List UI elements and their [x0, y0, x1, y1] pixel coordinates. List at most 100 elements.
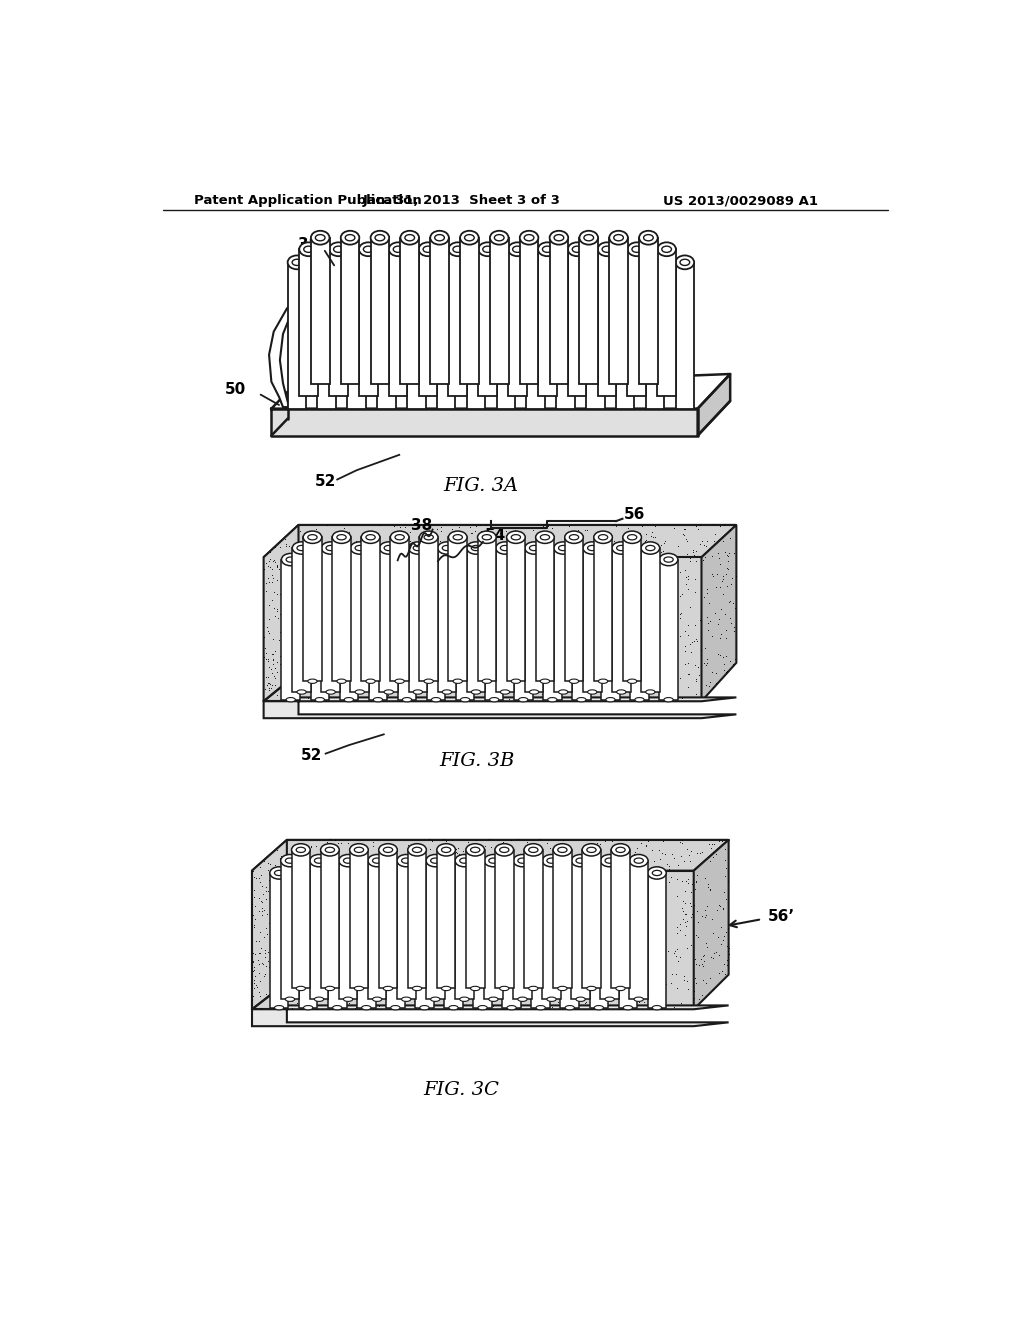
- Ellipse shape: [297, 545, 306, 550]
- Ellipse shape: [303, 1006, 313, 1010]
- Ellipse shape: [560, 867, 579, 879]
- Ellipse shape: [605, 997, 614, 1002]
- Ellipse shape: [639, 231, 657, 244]
- Ellipse shape: [467, 541, 485, 554]
- Ellipse shape: [572, 553, 591, 566]
- Bar: [531, 873, 550, 1007]
- Bar: [310, 560, 329, 700]
- Bar: [389, 249, 408, 396]
- Polygon shape: [697, 374, 730, 436]
- Ellipse shape: [554, 235, 564, 240]
- Bar: [419, 249, 437, 396]
- Text: FIG. 3B: FIG. 3B: [439, 752, 514, 771]
- Bar: [357, 873, 376, 1007]
- Ellipse shape: [420, 1006, 429, 1010]
- Ellipse shape: [339, 854, 357, 867]
- Ellipse shape: [507, 870, 516, 875]
- Ellipse shape: [315, 557, 325, 562]
- Ellipse shape: [524, 843, 543, 857]
- Bar: [543, 861, 561, 999]
- Ellipse shape: [628, 535, 637, 540]
- Ellipse shape: [326, 545, 335, 550]
- Bar: [386, 873, 404, 1007]
- Ellipse shape: [337, 535, 346, 540]
- Bar: [612, 548, 631, 692]
- Bar: [437, 263, 456, 409]
- Ellipse shape: [613, 235, 624, 240]
- Ellipse shape: [315, 697, 325, 702]
- Ellipse shape: [609, 231, 628, 244]
- Ellipse shape: [361, 870, 371, 875]
- Bar: [568, 249, 587, 396]
- Ellipse shape: [606, 697, 615, 702]
- Ellipse shape: [488, 858, 498, 863]
- Bar: [341, 238, 359, 384]
- Ellipse shape: [577, 557, 586, 562]
- Ellipse shape: [641, 541, 659, 554]
- Bar: [623, 537, 641, 681]
- Ellipse shape: [652, 870, 662, 875]
- Ellipse shape: [482, 535, 492, 540]
- Ellipse shape: [352, 259, 361, 265]
- Ellipse shape: [364, 246, 373, 252]
- Polygon shape: [693, 840, 729, 1010]
- Bar: [676, 263, 694, 409]
- Ellipse shape: [355, 545, 365, 550]
- Ellipse shape: [501, 545, 510, 550]
- Ellipse shape: [374, 697, 383, 702]
- Ellipse shape: [548, 557, 557, 562]
- Bar: [496, 548, 514, 692]
- Ellipse shape: [594, 870, 603, 875]
- Ellipse shape: [497, 256, 515, 269]
- Ellipse shape: [349, 843, 369, 857]
- Ellipse shape: [508, 243, 526, 256]
- Ellipse shape: [408, 843, 426, 857]
- Bar: [397, 861, 416, 999]
- Text: Jan. 31, 2013  Sheet 3 of 3: Jan. 31, 2013 Sheet 3 of 3: [362, 194, 560, 207]
- Bar: [437, 850, 456, 989]
- Ellipse shape: [310, 553, 329, 566]
- Ellipse shape: [374, 557, 383, 562]
- Bar: [328, 873, 346, 1007]
- Bar: [339, 861, 357, 999]
- Ellipse shape: [317, 256, 336, 269]
- Ellipse shape: [632, 246, 642, 252]
- Bar: [639, 238, 657, 384]
- Ellipse shape: [558, 690, 568, 694]
- Ellipse shape: [489, 697, 499, 702]
- Ellipse shape: [495, 843, 514, 857]
- Ellipse shape: [571, 854, 590, 867]
- Ellipse shape: [511, 678, 520, 684]
- Ellipse shape: [528, 847, 538, 853]
- Ellipse shape: [467, 256, 485, 269]
- Bar: [400, 238, 419, 384]
- Bar: [467, 263, 485, 409]
- Ellipse shape: [409, 541, 427, 554]
- Ellipse shape: [529, 545, 539, 550]
- Text: 52: 52: [301, 747, 323, 763]
- Bar: [484, 861, 503, 999]
- Ellipse shape: [382, 259, 391, 265]
- Ellipse shape: [543, 854, 561, 867]
- Ellipse shape: [588, 545, 597, 550]
- Ellipse shape: [478, 870, 487, 875]
- Bar: [437, 548, 457, 692]
- Ellipse shape: [623, 531, 641, 544]
- Ellipse shape: [359, 243, 378, 256]
- Bar: [538, 249, 557, 396]
- Ellipse shape: [503, 867, 521, 879]
- Ellipse shape: [558, 545, 568, 550]
- Ellipse shape: [524, 235, 534, 240]
- Ellipse shape: [304, 246, 313, 252]
- Ellipse shape: [583, 541, 601, 554]
- Ellipse shape: [435, 235, 444, 240]
- Ellipse shape: [465, 235, 474, 240]
- Bar: [449, 537, 467, 681]
- Ellipse shape: [270, 867, 289, 879]
- Ellipse shape: [337, 678, 346, 684]
- Ellipse shape: [568, 243, 587, 256]
- Ellipse shape: [314, 858, 324, 863]
- Ellipse shape: [513, 854, 531, 867]
- Text: US 2013/0029089 A1: US 2013/0029089 A1: [663, 194, 818, 207]
- Ellipse shape: [315, 235, 325, 240]
